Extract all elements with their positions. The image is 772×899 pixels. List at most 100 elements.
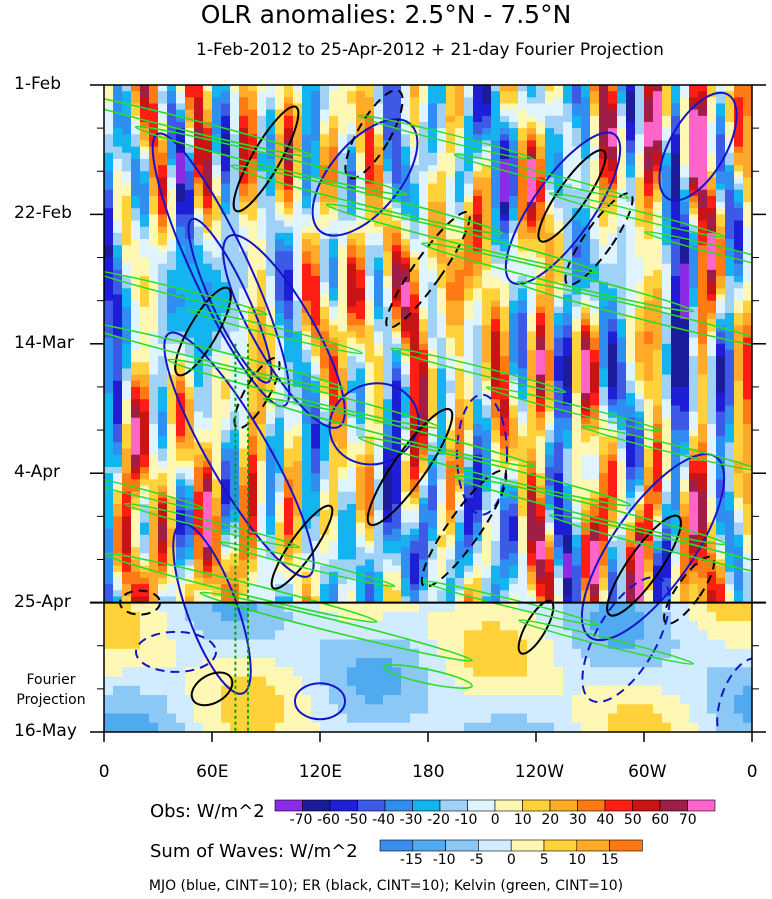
heatmap-cell [707,448,717,456]
heatmap-cell [158,208,168,215]
heatmap-cell [347,436,357,443]
heatmap-cell [500,195,510,203]
heatmap-cell [626,306,636,314]
heatmap-cell [428,91,438,98]
heatmap-cell [302,485,312,493]
heatmap-cell [203,448,213,456]
heatmap-cell [122,504,132,511]
heatmap-cell [491,411,501,419]
heatmap-cell [284,454,294,462]
heatmap-cell [653,325,663,333]
heatmap-cell [725,177,735,185]
heatmap-cell [734,128,744,135]
heatmap-cell [140,269,150,277]
heatmap-cell [707,337,717,345]
heatmap-cell [131,263,141,271]
heatmap-cell [293,121,303,129]
heatmap-cell [608,319,618,326]
heatmap-cell [680,245,690,252]
heatmap-cell [734,109,744,117]
heatmap-cell [356,386,366,394]
heatmap-cell [149,226,159,234]
heatmap-cell [194,263,204,271]
heatmap-cell [302,276,312,283]
heatmap-cell [275,263,285,271]
heatmap-cell [590,146,600,154]
heatmap-cell [113,134,123,142]
heatmap-cell [293,423,303,431]
heatmap-cell [635,146,645,154]
heatmap-cell [716,263,726,271]
heatmap-cell [473,91,483,98]
heatmap-cell [419,202,429,209]
heatmap-cell [185,430,195,437]
heatmap-cell [644,146,654,154]
heatmap-cell [527,393,537,400]
heatmap-cell [104,91,114,98]
heatmap-cell [473,504,483,511]
heatmap-cell [491,442,501,450]
heatmap-cell [392,263,402,271]
heatmap-cell [266,423,276,431]
heatmap-cell [293,189,303,197]
heatmap-cell [554,103,564,111]
heatmap-cell [212,325,222,333]
heatmap-cell [275,485,285,493]
heatmap-cell [149,91,159,98]
heatmap-cell [554,226,564,234]
heatmap-cell [140,300,150,308]
heatmap-cell [122,349,132,357]
heatmap-cell [311,467,321,474]
heatmap-cell [185,411,195,419]
heatmap-cell [329,497,339,505]
heatmap-cell [545,239,555,246]
heatmap-cell [446,374,456,382]
heatmap-cell [437,171,447,179]
heatmap-cell [176,97,186,105]
heatmap-cell [185,331,195,339]
heatmap-cell [464,294,474,302]
heatmap-cell [284,232,294,240]
heatmap-cell [635,103,645,111]
heatmap-cell [194,491,204,499]
heatmap-cell [266,183,276,191]
heatmap-cell [455,306,465,314]
heatmap-cell [626,146,636,154]
heatmap-cell [698,343,708,351]
heatmap-cell [140,362,150,370]
heatmap-cell [275,134,285,142]
heatmap-cell [230,85,240,92]
heatmap-cell [293,393,303,400]
heatmap-cell [410,103,420,111]
heatmap-cell [617,417,627,425]
heatmap-cell [311,442,321,450]
heatmap-cell [266,349,276,357]
heatmap-cell [185,362,195,370]
heatmap-cell [131,134,141,142]
heatmap-cell [392,473,402,480]
heatmap-cell [356,288,366,296]
heatmap-cell [347,189,357,197]
heatmap-cell [716,399,726,407]
heatmap-cell [248,405,258,413]
heatmap-cell [689,226,699,234]
heatmap-cell [338,380,348,388]
heatmap-cell [725,97,735,105]
heatmap-cell [194,454,204,462]
heatmap-cell [113,331,123,339]
heatmap-cell [617,208,627,215]
heatmap-cell [131,239,141,246]
heatmap-cell [392,276,402,283]
heatmap-cell [356,239,366,246]
heatmap-cell [671,423,681,431]
heatmap-cell [167,467,177,474]
heatmap-cell [563,411,573,419]
heatmap-cell [347,109,357,117]
heatmap-cell [734,146,744,154]
heatmap-cell [221,195,231,203]
heatmap-cell [725,158,735,166]
heatmap-cell [545,152,555,160]
heatmap-cell [338,171,348,179]
heatmap-cell [662,208,672,215]
heatmap-cell [707,374,717,382]
